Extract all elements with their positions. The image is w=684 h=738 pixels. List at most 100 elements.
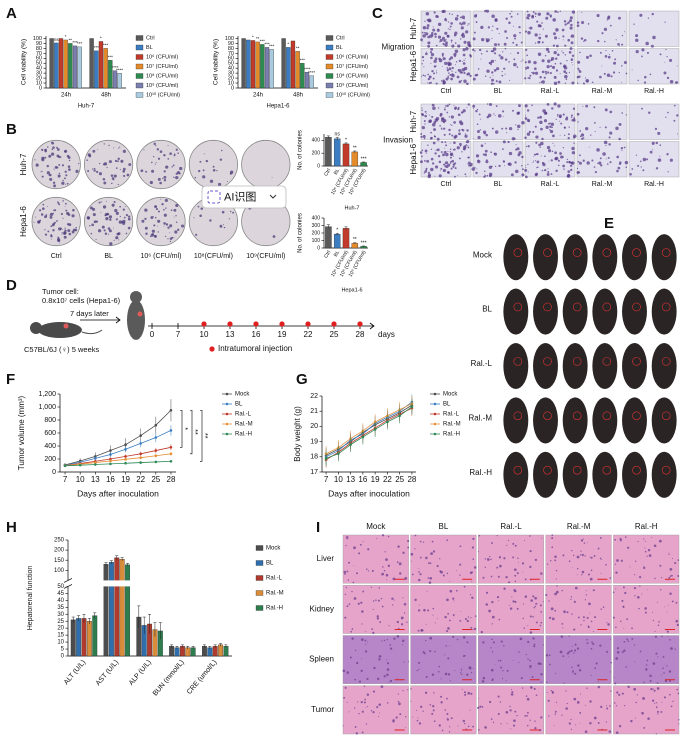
texture-dot xyxy=(558,164,560,167)
texture-dot xyxy=(660,674,662,676)
texture-dot xyxy=(578,70,582,73)
texture-dot xyxy=(463,585,466,588)
texture-dot xyxy=(559,10,562,12)
texture-dot xyxy=(576,567,579,570)
texture-dot xyxy=(127,226,131,230)
texture-dot xyxy=(652,662,656,665)
texture-dot xyxy=(485,160,489,164)
y-axis-label: Body weight (g) xyxy=(293,406,302,462)
texture-dot xyxy=(514,580,517,583)
texture-dot xyxy=(431,712,434,715)
texture-dot xyxy=(536,160,540,164)
texture-dot xyxy=(50,174,52,176)
texture-dot xyxy=(524,117,528,120)
column-label: Ctrl xyxy=(441,88,452,95)
texture-dot xyxy=(106,166,108,169)
legend-label: 10⁸ (CFU/ml) xyxy=(336,72,368,79)
texture-dot xyxy=(594,616,597,619)
texture-dot xyxy=(615,588,617,590)
texture-dot xyxy=(621,43,624,46)
texture-dot xyxy=(585,594,588,596)
texture-dot xyxy=(479,129,481,131)
texture-dot xyxy=(516,66,519,68)
texture-dot xyxy=(536,166,539,169)
legend-swatch xyxy=(255,575,264,581)
mouse xyxy=(622,342,647,390)
texture-dot xyxy=(450,77,453,81)
texture-dot xyxy=(434,118,438,122)
texture-dot xyxy=(373,666,376,670)
texture-dot xyxy=(572,554,575,557)
texture-dot xyxy=(568,71,571,74)
texture-dot xyxy=(56,166,59,169)
texture-dot xyxy=(477,706,480,710)
texture-dot xyxy=(583,82,585,84)
row-label: Kidney xyxy=(310,604,334,613)
texture-dot xyxy=(429,137,433,140)
x-tick-label: 24h xyxy=(61,93,71,99)
texture-dot xyxy=(376,615,379,618)
texture-dot xyxy=(151,169,155,173)
texture-dot xyxy=(524,67,526,69)
micrograph xyxy=(472,103,524,140)
texture-dot xyxy=(40,171,42,173)
texture-dot xyxy=(645,664,648,666)
texture-dot xyxy=(461,151,463,153)
texture-dot xyxy=(643,681,645,684)
texture-dot xyxy=(78,162,80,165)
texture-dot xyxy=(62,179,64,182)
texture-dot xyxy=(565,72,568,75)
point xyxy=(139,452,142,456)
legend-label: Intratumoral injection xyxy=(218,344,292,353)
timeline-label: 19 xyxy=(278,330,287,339)
legend-label: Ral.-H xyxy=(266,606,283,612)
texture-dot xyxy=(529,631,533,634)
texture-dot xyxy=(454,175,456,178)
texture-dot xyxy=(549,129,554,134)
texture-dot xyxy=(427,41,431,45)
texture-dot xyxy=(537,116,540,119)
texture-dot xyxy=(173,208,177,212)
texture-dot xyxy=(524,715,527,717)
texture-dot xyxy=(458,129,461,132)
texture-dot xyxy=(420,160,423,164)
texture-dot xyxy=(540,141,544,146)
texture-dot xyxy=(551,150,554,153)
dish xyxy=(241,139,291,190)
texture-dot xyxy=(114,159,118,163)
legend-label: 10⁶ (CFU/ml) xyxy=(336,53,368,60)
texture-dot xyxy=(654,635,658,638)
significance: ns xyxy=(54,37,60,42)
texture-dot xyxy=(541,169,544,172)
texture-dot xyxy=(605,49,607,52)
significance-bracket xyxy=(190,409,193,455)
texture-dot xyxy=(363,685,366,687)
texture-dot xyxy=(443,127,446,130)
texture-dot xyxy=(459,142,462,146)
texture-dot xyxy=(517,128,519,131)
texture-dot xyxy=(584,599,586,601)
texture-dot xyxy=(448,731,451,733)
texture-dot xyxy=(532,11,535,13)
texture-dot xyxy=(103,181,107,185)
row-label: Tumor xyxy=(311,705,334,714)
texture-dot xyxy=(569,26,573,30)
bar xyxy=(54,42,59,89)
texture-dot xyxy=(532,637,535,640)
texture-dot xyxy=(364,650,368,653)
texture-dot xyxy=(566,611,569,614)
bar xyxy=(89,38,94,89)
texture-dot xyxy=(467,146,470,149)
texture-dot xyxy=(38,220,40,223)
y-tick-label: 200 xyxy=(312,230,321,236)
row-label: Huh-7 xyxy=(409,110,418,132)
texture-dot xyxy=(449,580,451,582)
texture-dot xyxy=(512,660,514,661)
texture-dot xyxy=(399,572,402,575)
bar xyxy=(58,38,64,89)
texture-dot xyxy=(361,610,364,613)
texture-dot xyxy=(571,146,575,151)
texture-dot xyxy=(551,617,555,621)
timeline-label: 0 xyxy=(150,330,155,339)
x-tick-label: 28 xyxy=(407,475,416,484)
